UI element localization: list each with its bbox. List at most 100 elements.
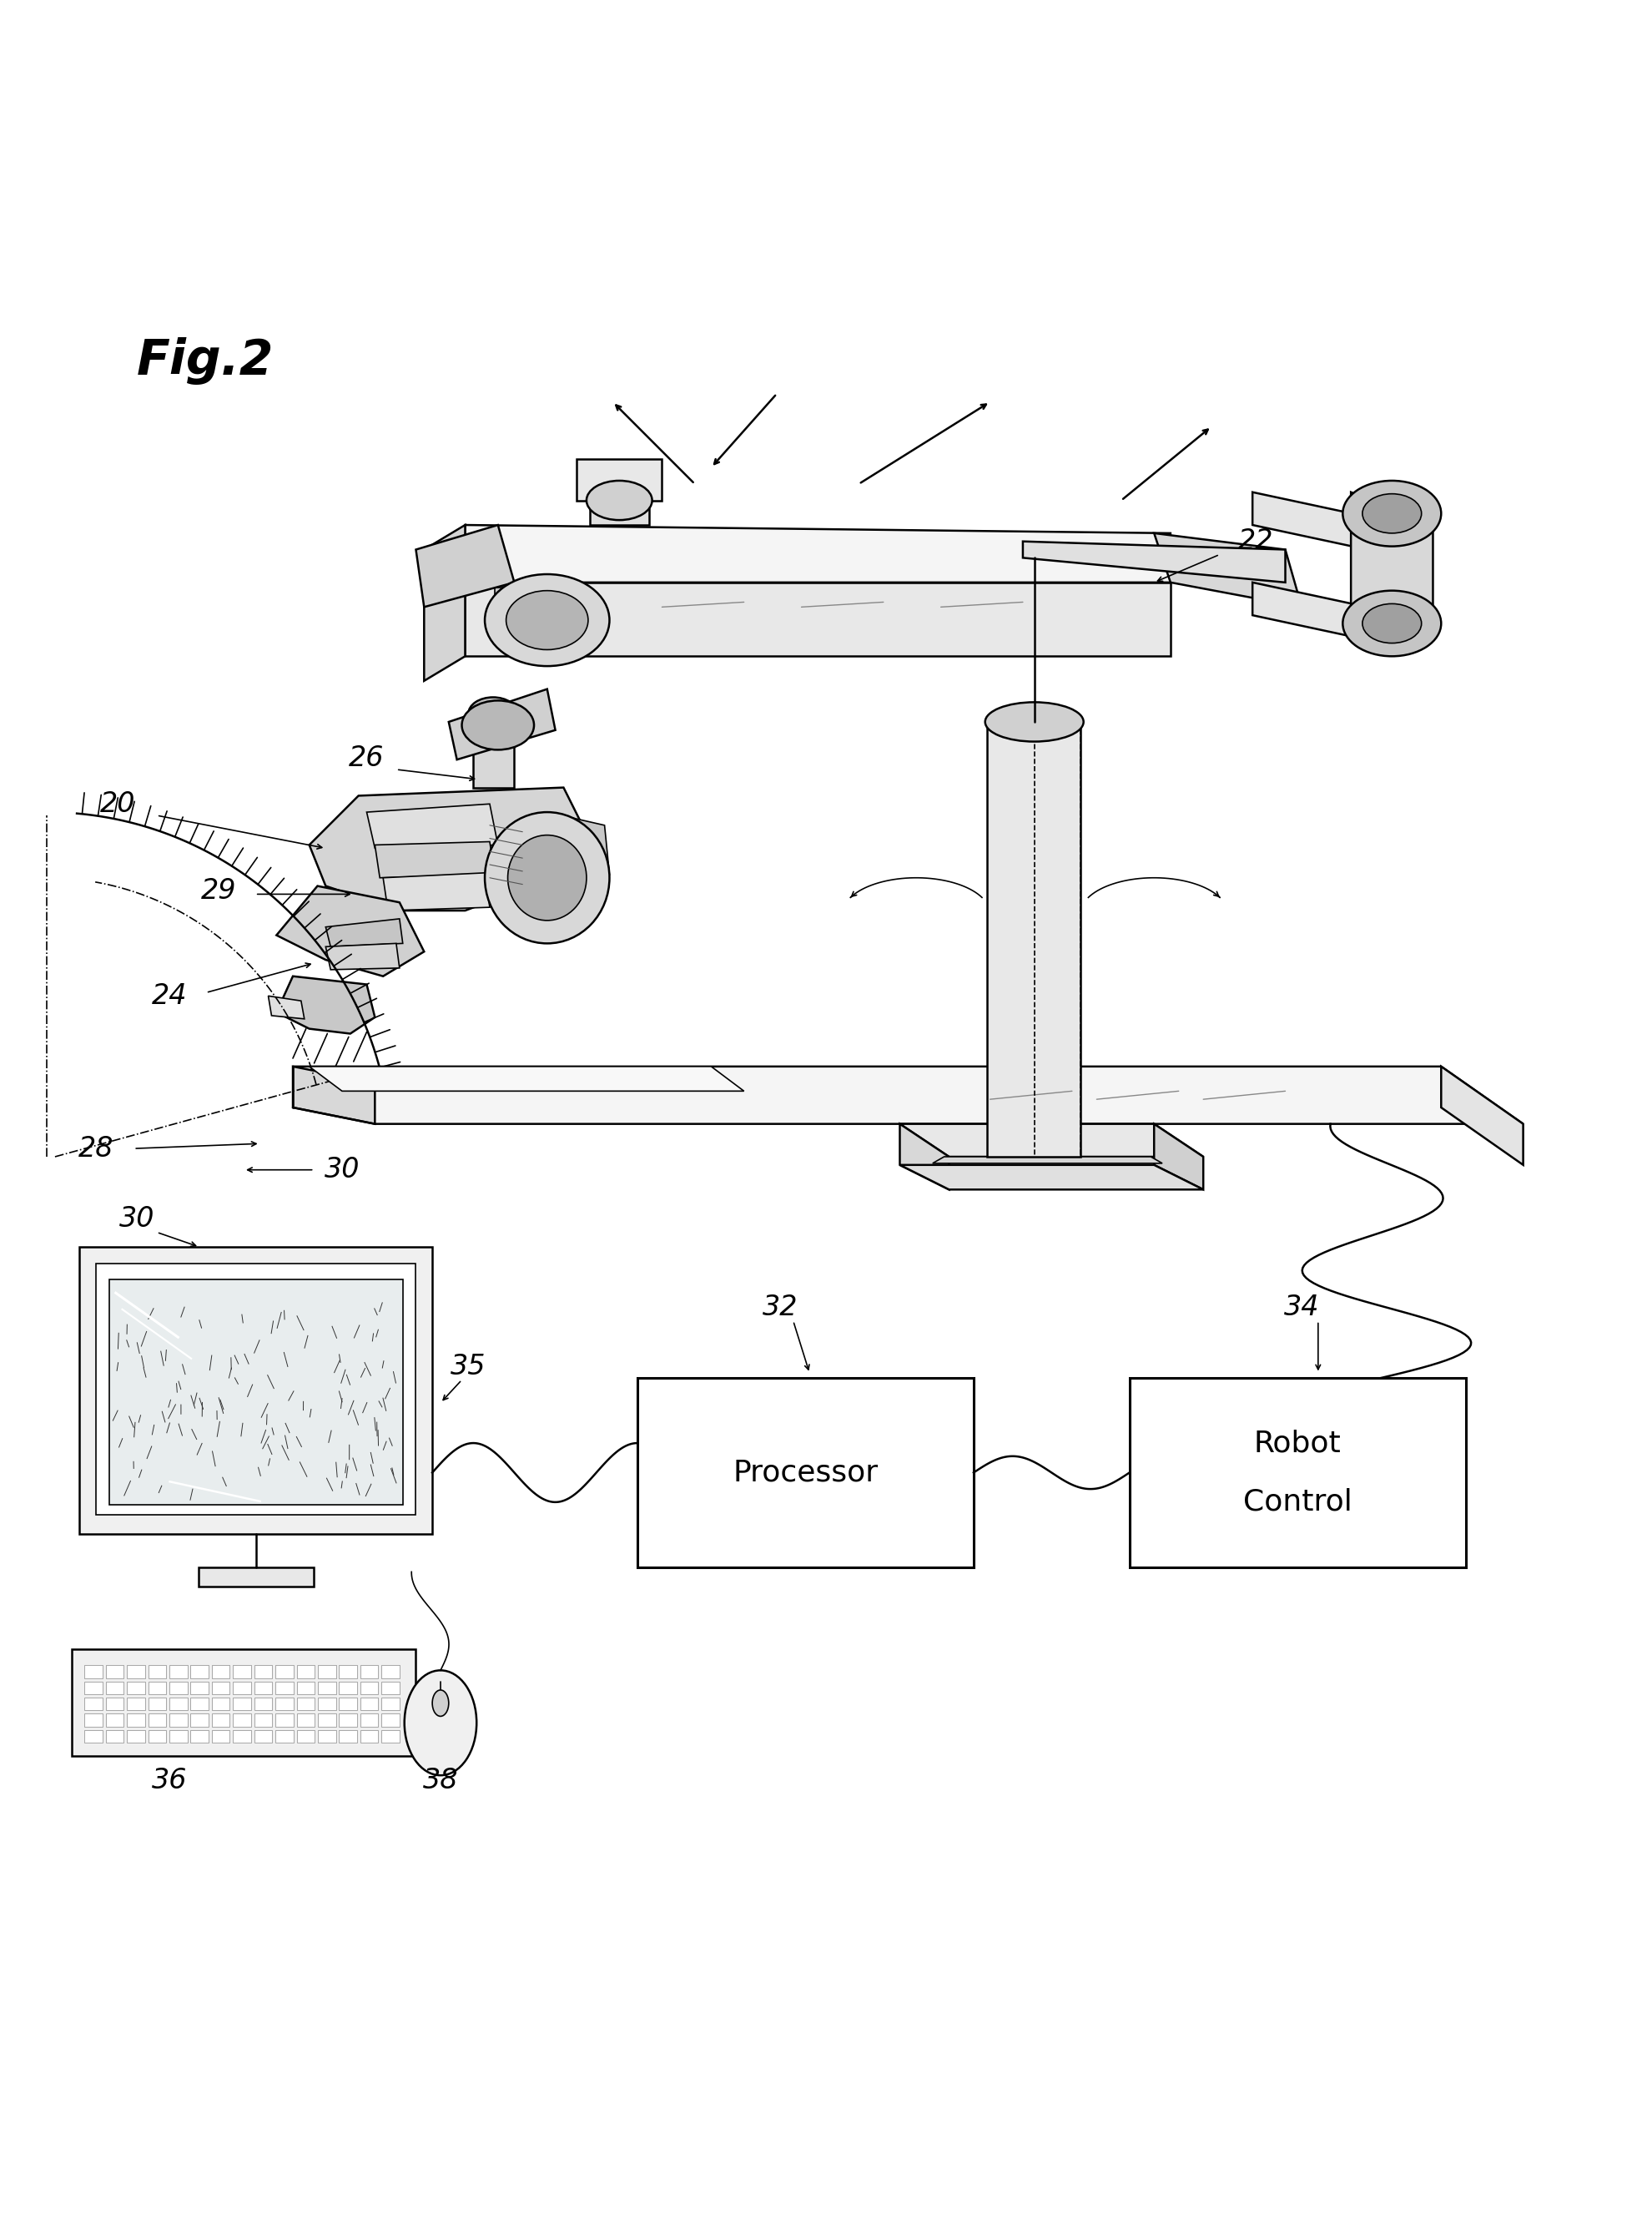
Polygon shape [1252, 583, 1368, 640]
Bar [360, 1730, 378, 1743]
Ellipse shape [1343, 591, 1441, 656]
Bar [84, 1714, 102, 1725]
Bar [71, 1648, 416, 1756]
Text: 29: 29 [202, 877, 236, 904]
Bar [360, 1714, 378, 1725]
Bar [360, 1666, 378, 1679]
Bar [190, 1697, 208, 1710]
Bar [190, 1681, 208, 1694]
Text: 34: 34 [1284, 1294, 1320, 1322]
Bar [317, 1714, 335, 1725]
Bar [360, 1681, 378, 1694]
Ellipse shape [1363, 494, 1421, 534]
Polygon shape [577, 459, 662, 501]
Bar [382, 1730, 400, 1743]
Bar [1130, 1378, 1465, 1566]
Text: Processor: Processor [733, 1457, 879, 1486]
Bar [149, 1697, 167, 1710]
Bar [149, 1666, 167, 1679]
Bar [170, 1714, 187, 1725]
Text: 22: 22 [1237, 527, 1274, 556]
Bar [638, 1378, 973, 1566]
Text: 32: 32 [762, 1294, 798, 1322]
Polygon shape [276, 977, 375, 1034]
Bar [317, 1666, 335, 1679]
Bar [382, 1666, 400, 1679]
Bar [382, 1681, 400, 1694]
Polygon shape [367, 804, 497, 848]
Bar [276, 1714, 294, 1725]
Ellipse shape [405, 1670, 476, 1776]
Ellipse shape [469, 698, 517, 731]
Polygon shape [900, 1123, 948, 1189]
Bar [127, 1730, 145, 1743]
Polygon shape [425, 525, 466, 680]
Bar [339, 1681, 357, 1694]
Ellipse shape [484, 574, 610, 667]
Ellipse shape [506, 591, 588, 649]
Bar [211, 1714, 230, 1725]
Bar [297, 1714, 314, 1725]
Polygon shape [383, 873, 489, 910]
Bar [127, 1714, 145, 1725]
Ellipse shape [1343, 481, 1441, 547]
Bar [109, 1280, 403, 1504]
Bar [297, 1730, 314, 1743]
Bar [127, 1681, 145, 1694]
Polygon shape [466, 525, 1171, 583]
Bar [339, 1730, 357, 1743]
Bar [149, 1681, 167, 1694]
Bar [190, 1666, 208, 1679]
Bar [170, 1681, 187, 1694]
Bar [254, 1714, 273, 1725]
Polygon shape [590, 501, 649, 525]
Ellipse shape [586, 481, 653, 521]
Polygon shape [474, 713, 514, 789]
Polygon shape [276, 886, 425, 977]
Polygon shape [449, 689, 555, 760]
Bar [254, 1730, 273, 1743]
Bar [254, 1681, 273, 1694]
Bar [84, 1730, 102, 1743]
Bar [233, 1666, 251, 1679]
Bar [170, 1730, 187, 1743]
Polygon shape [1441, 1065, 1523, 1165]
Polygon shape [1023, 540, 1285, 583]
Ellipse shape [433, 1690, 449, 1717]
Bar [170, 1697, 187, 1710]
Polygon shape [900, 1123, 1203, 1156]
Bar [233, 1730, 251, 1743]
Bar [106, 1730, 124, 1743]
Bar [382, 1714, 400, 1725]
Bar [339, 1666, 357, 1679]
Bar [84, 1666, 102, 1679]
Bar [317, 1681, 335, 1694]
Bar [211, 1666, 230, 1679]
Polygon shape [1252, 492, 1368, 549]
Bar [339, 1697, 357, 1710]
Polygon shape [900, 1165, 1203, 1189]
Bar [276, 1697, 294, 1710]
Polygon shape [986, 722, 1080, 1156]
Bar [211, 1697, 230, 1710]
Polygon shape [292, 1065, 1523, 1123]
Bar [233, 1681, 251, 1694]
Polygon shape [292, 1065, 375, 1123]
Bar [297, 1666, 314, 1679]
Polygon shape [1351, 492, 1432, 640]
Bar [190, 1730, 208, 1743]
Polygon shape [309, 789, 588, 910]
Bar [96, 1263, 416, 1515]
Bar [127, 1666, 145, 1679]
Bar [211, 1730, 230, 1743]
Polygon shape [933, 1156, 1163, 1163]
Bar [297, 1681, 314, 1694]
Text: 26: 26 [349, 744, 385, 771]
Bar [84, 1681, 102, 1694]
Text: 38: 38 [423, 1768, 458, 1794]
Bar [149, 1730, 167, 1743]
Bar [233, 1697, 251, 1710]
Polygon shape [494, 587, 577, 602]
Polygon shape [325, 919, 403, 946]
Ellipse shape [1363, 605, 1421, 642]
